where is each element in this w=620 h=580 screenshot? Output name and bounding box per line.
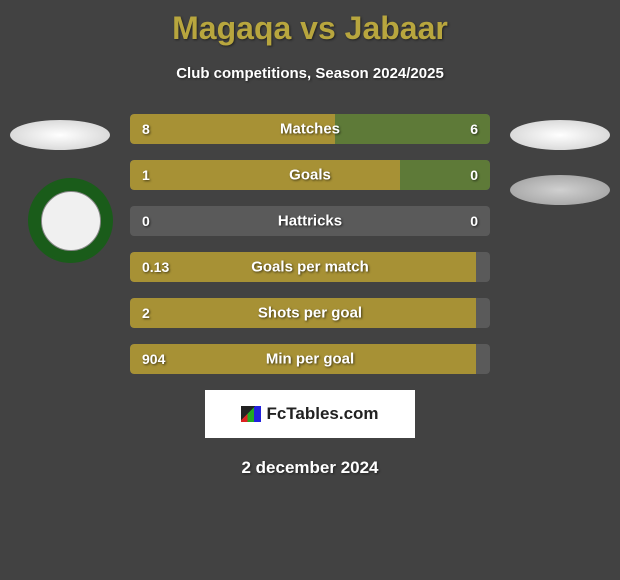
footer-date: 2 december 2024 [0, 458, 620, 478]
stat-label: Shots per goal [258, 305, 362, 322]
stat-row: 1 Goals 0 [130, 160, 490, 190]
stat-value-left: 0 [142, 213, 150, 229]
stat-label: Goals [289, 167, 331, 184]
page-subtitle: Club competitions, Season 2024/2025 [0, 65, 620, 82]
club-left-badge-icon [28, 178, 113, 263]
stat-value-right: 0 [470, 213, 478, 229]
page-title: Magaqa vs Jabaar [0, 10, 620, 47]
stat-row: 8 Matches 6 [130, 114, 490, 144]
stat-value-left: 2 [142, 305, 150, 321]
main-container: Magaqa vs Jabaar Club competitions, Seas… [0, 0, 620, 478]
stat-value-left: 904 [142, 351, 165, 367]
stat-label: Matches [280, 121, 340, 138]
player-left-placeholder-icon [10, 120, 110, 150]
stat-bar-right [335, 114, 490, 144]
player-right-placeholder-icon [510, 120, 610, 150]
stat-value-left: 0.13 [142, 259, 169, 275]
stat-row: 0.13 Goals per match [130, 252, 490, 282]
stat-label: Hattricks [278, 213, 342, 230]
stat-row: 904 Min per goal [130, 344, 490, 374]
fctables-logo-icon [241, 406, 261, 422]
stat-value-left: 8 [142, 121, 150, 137]
club-right-placeholder-icon [510, 175, 610, 205]
stat-bar-left [130, 160, 400, 190]
stat-row: 2 Shots per goal [130, 298, 490, 328]
brand-text: FcTables.com [266, 404, 378, 424]
stat-value-right: 0 [470, 167, 478, 183]
stat-value-right: 6 [470, 121, 478, 137]
stat-label: Min per goal [266, 351, 354, 368]
stat-row: 0 Hattricks 0 [130, 206, 490, 236]
stat-label: Goals per match [251, 259, 369, 276]
stats-area: 8 Matches 6 1 Goals 0 0 Hattricks 0 0.13 Goals per… [130, 114, 490, 374]
club-badge-inner-icon [41, 191, 101, 251]
brand-box[interactable]: FcTables.com [205, 390, 415, 438]
stat-value-left: 1 [142, 167, 150, 183]
